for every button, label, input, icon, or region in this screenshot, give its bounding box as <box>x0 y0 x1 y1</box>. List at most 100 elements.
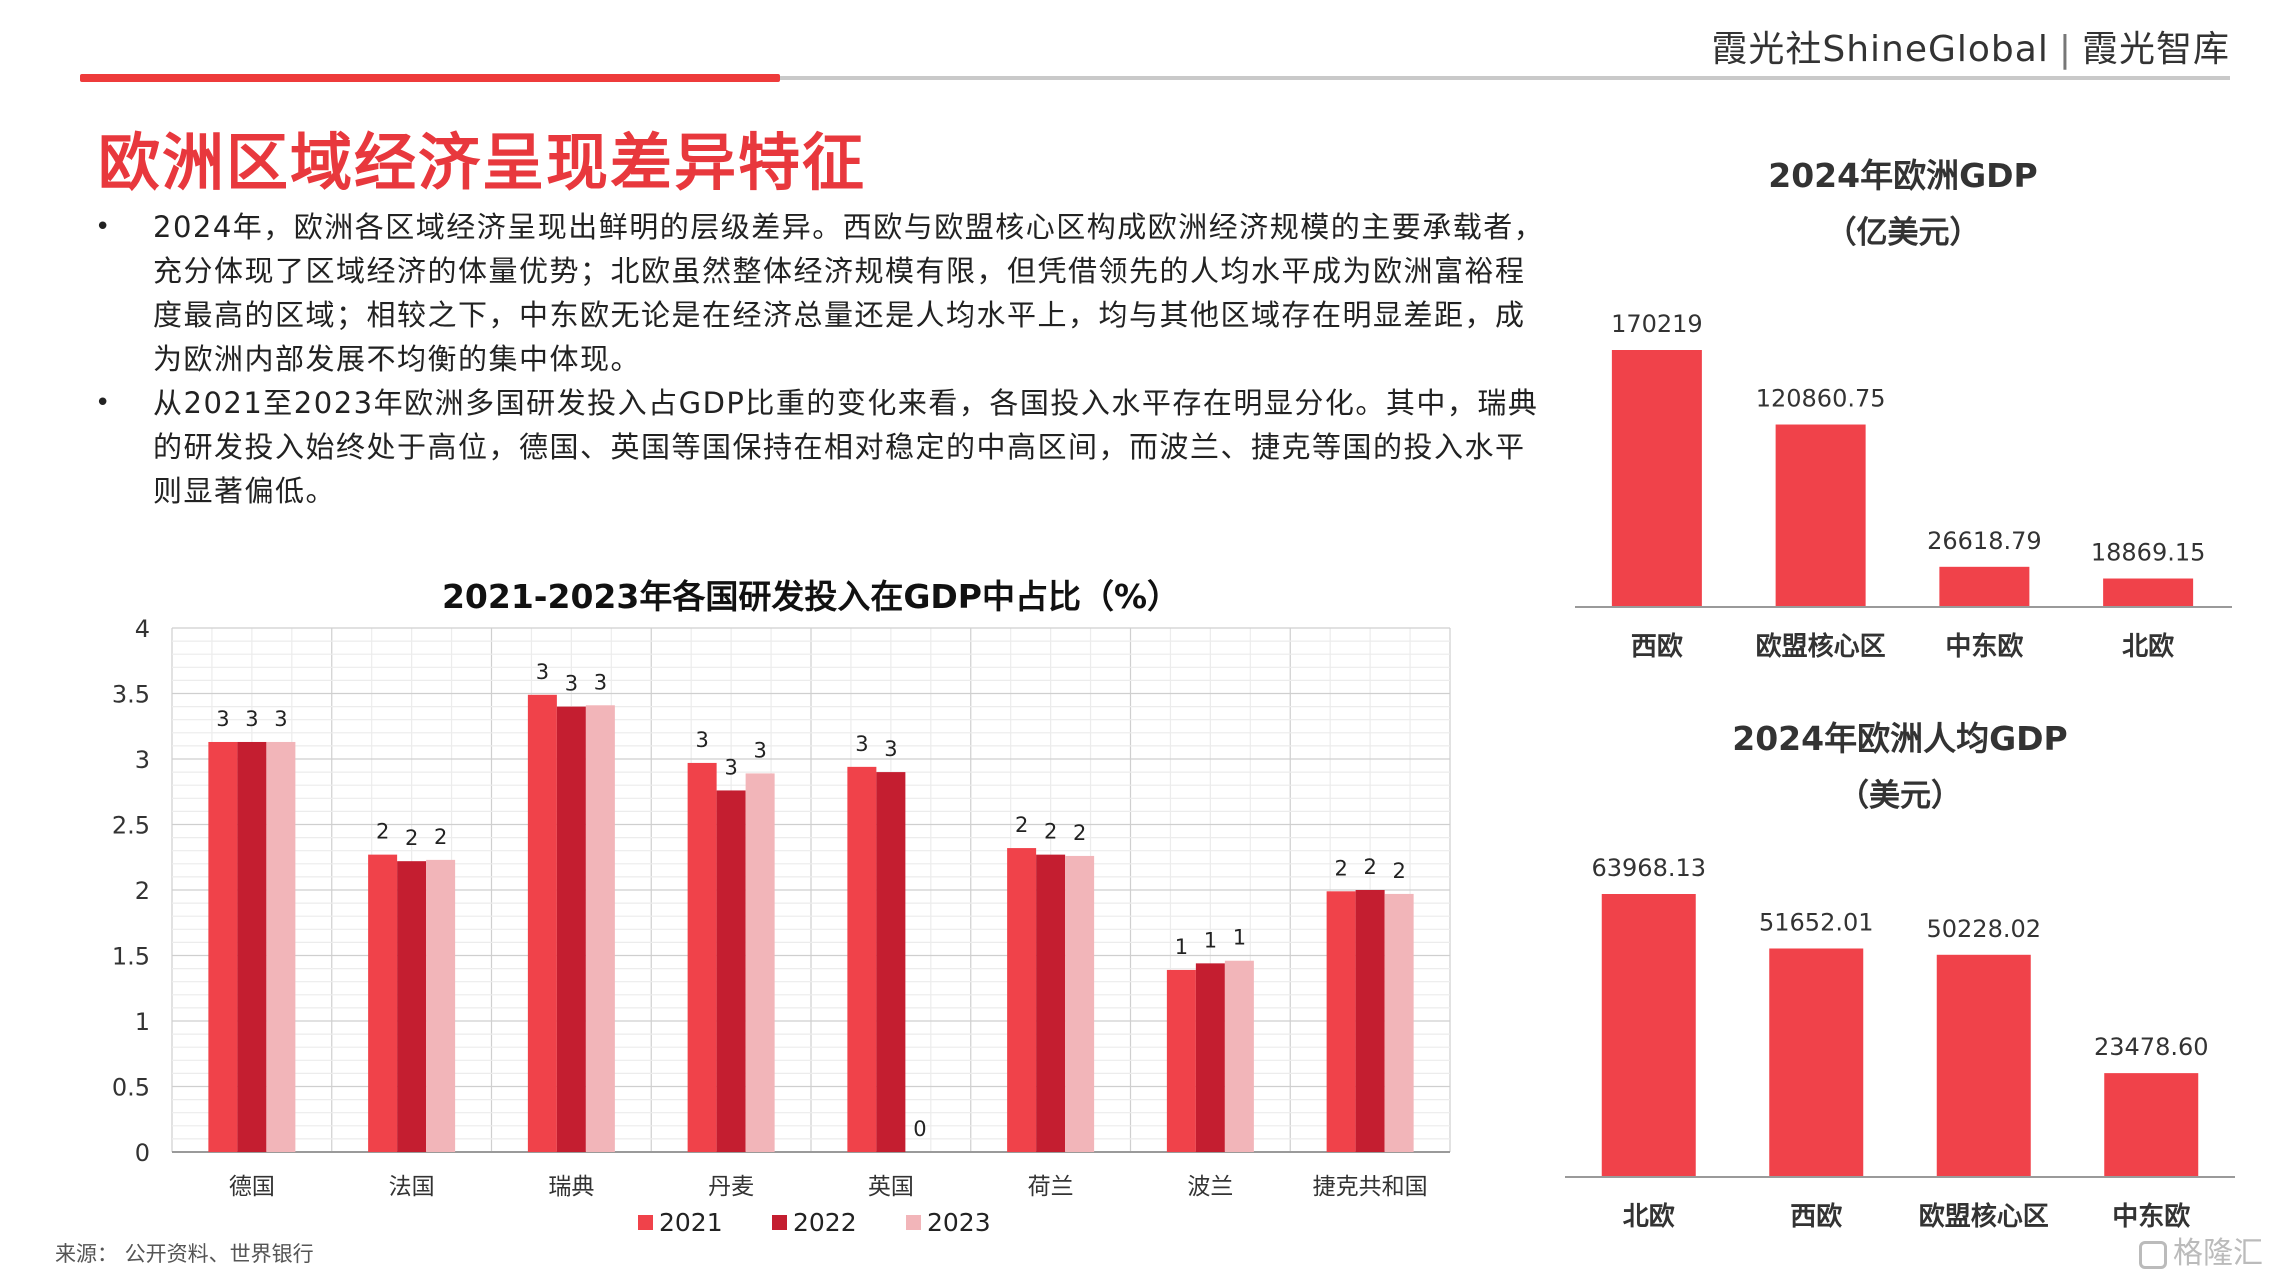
data-label: 1 <box>1204 928 1217 952</box>
data-label: 3 <box>695 728 708 752</box>
data-label: 3 <box>565 672 578 696</box>
gdppc-bar <box>1936 954 2031 1177</box>
bar-2021 <box>208 741 238 1152</box>
y-tick-label: 2.5 <box>112 812 150 840</box>
bar-2022 <box>1036 854 1066 1152</box>
bar-2021 <box>527 694 557 1152</box>
gdppc-subtitle: （美元） <box>1838 778 1962 814</box>
x-tick-label: 荷兰 <box>1028 1174 1074 1200</box>
x-tick-label: 德国 <box>229 1174 275 1200</box>
rd-chart-title: 2021-2023年各国研发投入在GDP中占比（%） <box>442 577 1180 616</box>
legend-label-2022: 2022 <box>793 1208 857 1237</box>
bar-2021 <box>1326 891 1356 1152</box>
data-label: 3 <box>753 738 766 762</box>
data-label: 3 <box>724 755 737 779</box>
gdppc-title: 2024年欧洲人均GDP <box>1732 719 2068 758</box>
gdp-category-label: 北欧 <box>2122 631 2174 662</box>
bullet-item-2: 从2021至2023年欧洲多国研发投入占GDP比重的变化来看，各国投入水平存在明… <box>95 381 1545 513</box>
gdp-title: 2024年欧洲GDP <box>1768 156 2038 195</box>
header-accent-bar <box>80 74 780 82</box>
bar-2022 <box>1355 890 1385 1152</box>
bar-2021 <box>687 762 717 1152</box>
rd-share-chart: 2021-2023年各国研发投入在GDP中占比（%）00.511.522.533… <box>112 577 1451 1237</box>
gdppc-data-label: 51652.01 <box>1759 908 1874 936</box>
gdp-category-label: 中东欧 <box>1945 631 2023 662</box>
x-tick-label: 法国 <box>389 1174 435 1200</box>
bar-2022 <box>716 790 746 1152</box>
data-label: 2 <box>434 825 447 849</box>
data-label: 1 <box>1233 926 1246 950</box>
data-label: 1 <box>1175 935 1188 959</box>
gdppc-category-label: 中东欧 <box>2112 1201 2190 1232</box>
bullet-list: 2024年，欧洲各区域经济呈现出鲜明的层级差异。西欧与欧盟核心区构成欧洲经济规模… <box>95 205 1545 513</box>
data-label: 0 <box>913 1117 926 1141</box>
gdppc-data-label: 23478.60 <box>2094 1033 2209 1061</box>
brand-separator: | <box>2058 29 2072 70</box>
gdppc-data-label: 63968.13 <box>1591 854 1706 882</box>
data-label: 3 <box>536 660 549 684</box>
data-label: 2 <box>405 826 418 850</box>
bar-2021 <box>1007 848 1037 1152</box>
brand-name-en: ShineGlobal <box>1822 29 2049 70</box>
x-tick-label: 丹麦 <box>708 1174 754 1200</box>
data-label: 2 <box>1044 820 1057 844</box>
watermark-text: 格隆汇 <box>2173 1236 2263 1271</box>
y-tick-label: 4 <box>135 615 150 643</box>
gdp-data-label: 120860.75 <box>1756 385 1886 413</box>
data-label: 2 <box>1073 821 1086 845</box>
gdp-bar <box>1939 566 2030 607</box>
bar-2023 <box>1065 855 1095 1152</box>
brand-think-tank: 霞光智库 <box>2081 29 2230 70</box>
bar-2023 <box>745 773 775 1152</box>
bar-2021 <box>368 854 398 1152</box>
bar-2021 <box>1166 969 1196 1152</box>
y-tick-label: 0.5 <box>112 1074 150 1102</box>
gdp-category-label: 西欧 <box>1631 631 1683 662</box>
gdppc-bar <box>1769 948 1864 1177</box>
x-tick-label: 捷克共和国 <box>1313 1174 1428 1200</box>
bar-2022 <box>876 772 906 1152</box>
watermark-logo-icon <box>2139 1240 2167 1269</box>
y-tick-label: 3 <box>135 746 150 774</box>
gdp-bar <box>1611 350 1702 607</box>
legend-swatch-2023 <box>906 1215 921 1230</box>
brand-name-cn: 霞光社 <box>1711 29 1823 70</box>
source-note: 来源： 公开资料、世界银行 <box>55 1242 314 1266</box>
x-tick-label: 瑞典 <box>548 1174 594 1200</box>
bar-2023 <box>266 741 296 1152</box>
header-divider <box>80 76 2230 80</box>
x-tick-label: 英国 <box>868 1174 914 1200</box>
page-title: 欧洲区域经济呈现差异特征 <box>98 126 867 199</box>
y-tick-label: 0 <box>135 1139 150 1167</box>
gdp-data-label: 26618.79 <box>1927 527 2042 555</box>
x-tick-label: 波兰 <box>1187 1174 1233 1200</box>
data-label: 3 <box>855 732 868 756</box>
bullet-item-1: 2024年，欧洲各区域经济呈现出鲜明的层级差异。西欧与欧盟核心区构成欧洲经济规模… <box>95 205 1545 381</box>
gdppc-category-label: 西欧 <box>1790 1201 1842 1232</box>
gdp-bar <box>2103 578 2194 607</box>
gdp-data-label: 170219 <box>1611 310 1703 338</box>
legend-label-2023: 2023 <box>927 1208 991 1237</box>
data-label: 3 <box>274 707 287 731</box>
data-label: 2 <box>376 820 389 844</box>
data-label: 3 <box>594 670 607 694</box>
y-tick-label: 2 <box>135 877 150 905</box>
brand-logo: 霞光社ShineGlobal | 霞光智库 <box>1711 20 2230 72</box>
data-label: 2 <box>1363 855 1376 879</box>
legend-label-2021: 2021 <box>659 1208 723 1237</box>
bar-2022 <box>556 706 586 1152</box>
watermark: 格隆汇 <box>2139 1228 2263 1272</box>
gdppc-category-label: 欧盟核心区 <box>1919 1201 2049 1232</box>
bar-2022 <box>237 741 267 1152</box>
data-label: 3 <box>216 707 229 731</box>
bar-2022 <box>397 861 427 1152</box>
gdp-bar <box>1775 424 1866 607</box>
gdppc-data-label: 50228.02 <box>1926 915 2041 943</box>
data-label: 2 <box>1392 859 1405 883</box>
bar-2023 <box>585 705 615 1152</box>
gdp-data-label: 18869.15 <box>2091 539 2206 567</box>
gdppc-bar <box>2104 1073 2199 1177</box>
data-label: 3 <box>245 707 258 731</box>
bar-2023 <box>426 859 456 1152</box>
